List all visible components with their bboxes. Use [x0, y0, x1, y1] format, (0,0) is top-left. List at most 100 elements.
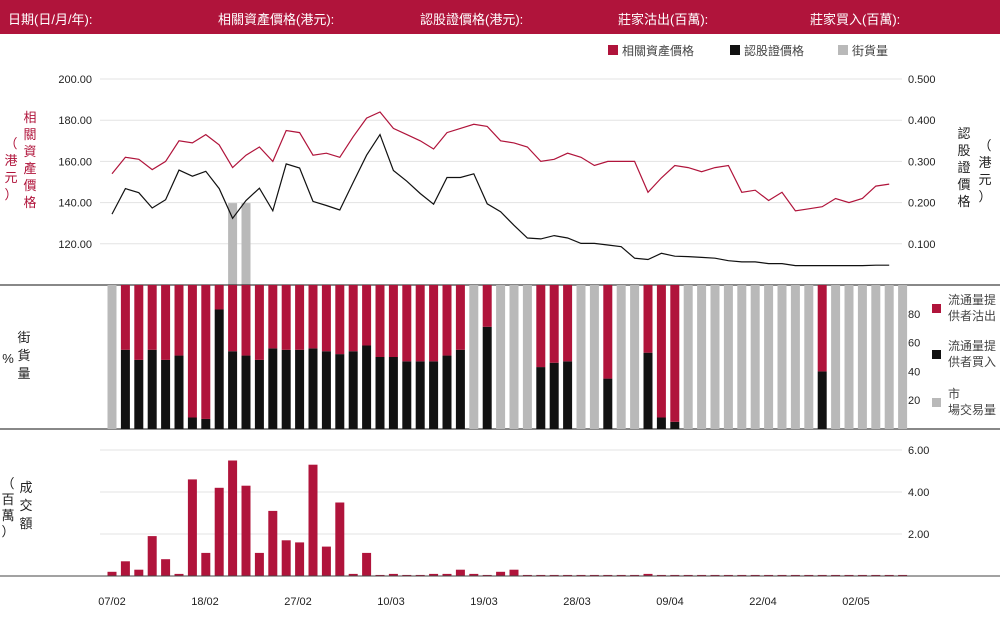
pct-legend-label: 場交易量: [948, 402, 996, 417]
lp-sell-bar: [321, 285, 331, 352]
market-volume-bar: [898, 285, 908, 429]
market-volume-bar: [871, 285, 881, 429]
lp-sell-bar: [536, 285, 546, 368]
turnover-bar: [576, 574, 586, 576]
street-volume-bar: [241, 203, 251, 285]
turnover-bar: [790, 574, 800, 576]
lp-sell-bar: [603, 285, 613, 379]
lp-sell-bar: [375, 285, 385, 357]
pct-legend-swatch: [932, 304, 941, 313]
turnover-bar: [281, 540, 291, 576]
turnover-bar: [844, 574, 854, 576]
lp-sell-bar: [455, 285, 465, 350]
turnover-axis-label: 交: [19, 498, 32, 513]
market-volume-bar: [683, 285, 693, 429]
legend-swatch: [608, 45, 618, 55]
header-issuer-sell-label: 莊家沽出(百萬):: [618, 12, 709, 27]
lp-sell-bar: [817, 285, 827, 372]
turnover-bar: [630, 574, 640, 576]
turnover-bar: [402, 574, 412, 576]
lp-sell-bar: [670, 285, 680, 422]
turnover-bar: [616, 574, 626, 576]
turnover-bar: [589, 574, 599, 576]
pct-axis-label: 貨: [17, 348, 30, 363]
turnover-bar: [147, 536, 157, 576]
lp-sell-bar: [201, 285, 211, 419]
right-axis-label: 格: [957, 194, 970, 209]
turnover-bar: [656, 574, 666, 576]
right-axis-label: 認: [957, 126, 970, 141]
market-volume-bar: [697, 285, 707, 429]
right-axis-label: 證: [957, 160, 970, 175]
lp-sell-bar: [268, 285, 278, 349]
left-axis-tick: 160.00: [58, 156, 92, 168]
legend-label: 相關資產價格: [622, 43, 694, 58]
lp-buy-bar: [241, 355, 251, 429]
turnover-bar: [174, 573, 184, 576]
turnover-bar: [295, 542, 305, 576]
turnover-bar: [710, 574, 720, 576]
turnover-axis-tick: 6.00: [908, 445, 929, 457]
turnover-bar: [241, 485, 251, 576]
lp-buy-bar: [817, 371, 827, 429]
turnover-axis-unit: 百: [1, 492, 14, 507]
turnover-bar: [522, 574, 532, 576]
lp-buy-bar: [482, 326, 492, 429]
x-axis-tick: 18/02: [191, 596, 219, 608]
turnover-bar: [777, 574, 787, 576]
lp-buy-bar: [228, 351, 238, 429]
market-volume-bar: [589, 285, 599, 429]
x-axis-tick: 22/04: [749, 596, 777, 608]
lp-buy-bar: [402, 361, 412, 429]
lp-buy-bar: [388, 357, 398, 429]
legend-swatch: [838, 45, 848, 55]
pct-legend-swatch: [932, 350, 941, 359]
pct-axis-tick: 80: [908, 309, 920, 321]
right-axis-tick: 0.500: [908, 74, 936, 86]
turnover-bar: [362, 552, 372, 576]
lp-sell-bar: [362, 285, 372, 346]
pct-legend-label: 市: [948, 386, 960, 401]
turnover-axis-tick: 4.00: [908, 487, 929, 499]
turnover-bar: [764, 574, 774, 576]
market-volume-bar: [522, 285, 532, 429]
left-axis-unit: 港: [4, 153, 17, 168]
x-axis-tick: 10/03: [377, 596, 405, 608]
left-axis-label: 資: [23, 144, 36, 159]
turnover-bar: [697, 574, 707, 576]
turnover-bar: [120, 561, 130, 576]
warrant-price-line: [111, 133, 890, 267]
lp-sell-bar: [429, 285, 439, 362]
turnover-bar: [214, 487, 224, 576]
market-volume-bar: [616, 285, 626, 429]
turnover-bar: [603, 574, 613, 576]
lp-sell-bar: [134, 285, 144, 360]
lp-sell-bar: [120, 285, 130, 350]
turnover-bar: [335, 502, 345, 576]
turnover-bar: [563, 574, 573, 576]
turnover-bar: [107, 571, 117, 576]
market-volume-bar: [630, 285, 640, 429]
lp-buy-bar: [321, 351, 331, 429]
lp-buy-bar: [335, 354, 345, 429]
lp-sell-bar: [174, 285, 184, 356]
turnover-bar: [254, 552, 264, 576]
lp-buy-bar: [187, 417, 197, 429]
turnover-bar: [415, 574, 425, 576]
header-date-label: 日期(日/月/年):: [8, 12, 93, 27]
legend-label: 認股證價格: [744, 43, 804, 58]
lp-sell-bar: [228, 285, 238, 352]
right-axis-tick: 0.100: [908, 239, 936, 251]
pct-legend-swatch: [932, 398, 941, 407]
turnover-bar: [482, 574, 492, 576]
lp-buy-bar: [134, 359, 144, 429]
legend-label: 街貨量: [852, 43, 888, 58]
x-axis-tick: 19/03: [470, 596, 498, 608]
lp-sell-bar: [442, 285, 452, 356]
turnover-bar: [375, 574, 385, 576]
market-volume-bar: [804, 285, 814, 429]
pct-axis-tick: 40: [908, 366, 920, 378]
pct-legend-label: 供者沽出: [948, 309, 996, 323]
lp-sell-bar: [388, 285, 398, 357]
